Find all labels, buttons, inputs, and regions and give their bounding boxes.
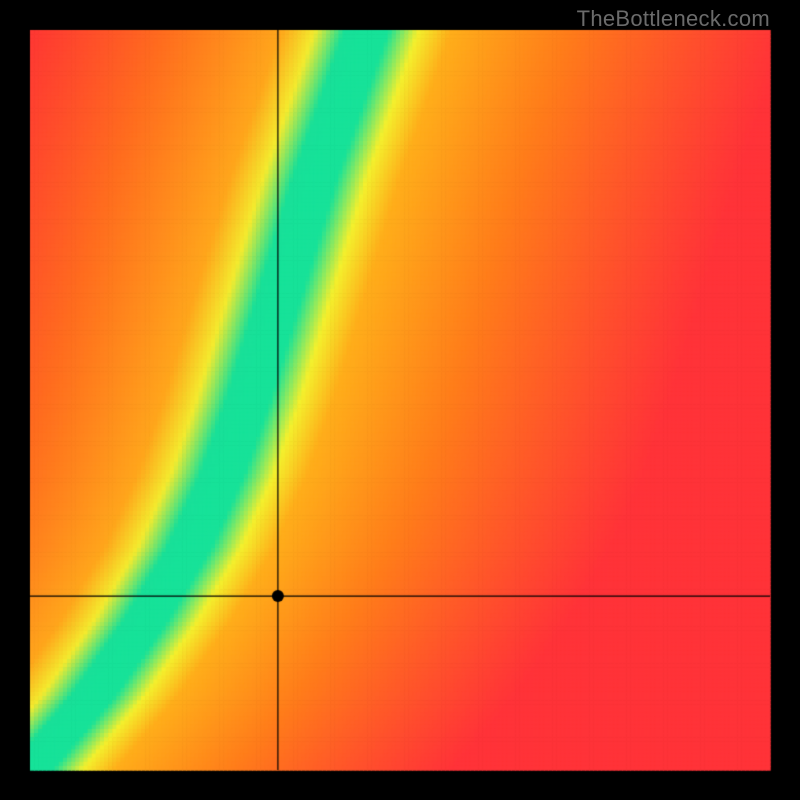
watermark-text: TheBottleneck.com — [577, 6, 770, 32]
bottleneck-heatmap — [0, 0, 800, 800]
